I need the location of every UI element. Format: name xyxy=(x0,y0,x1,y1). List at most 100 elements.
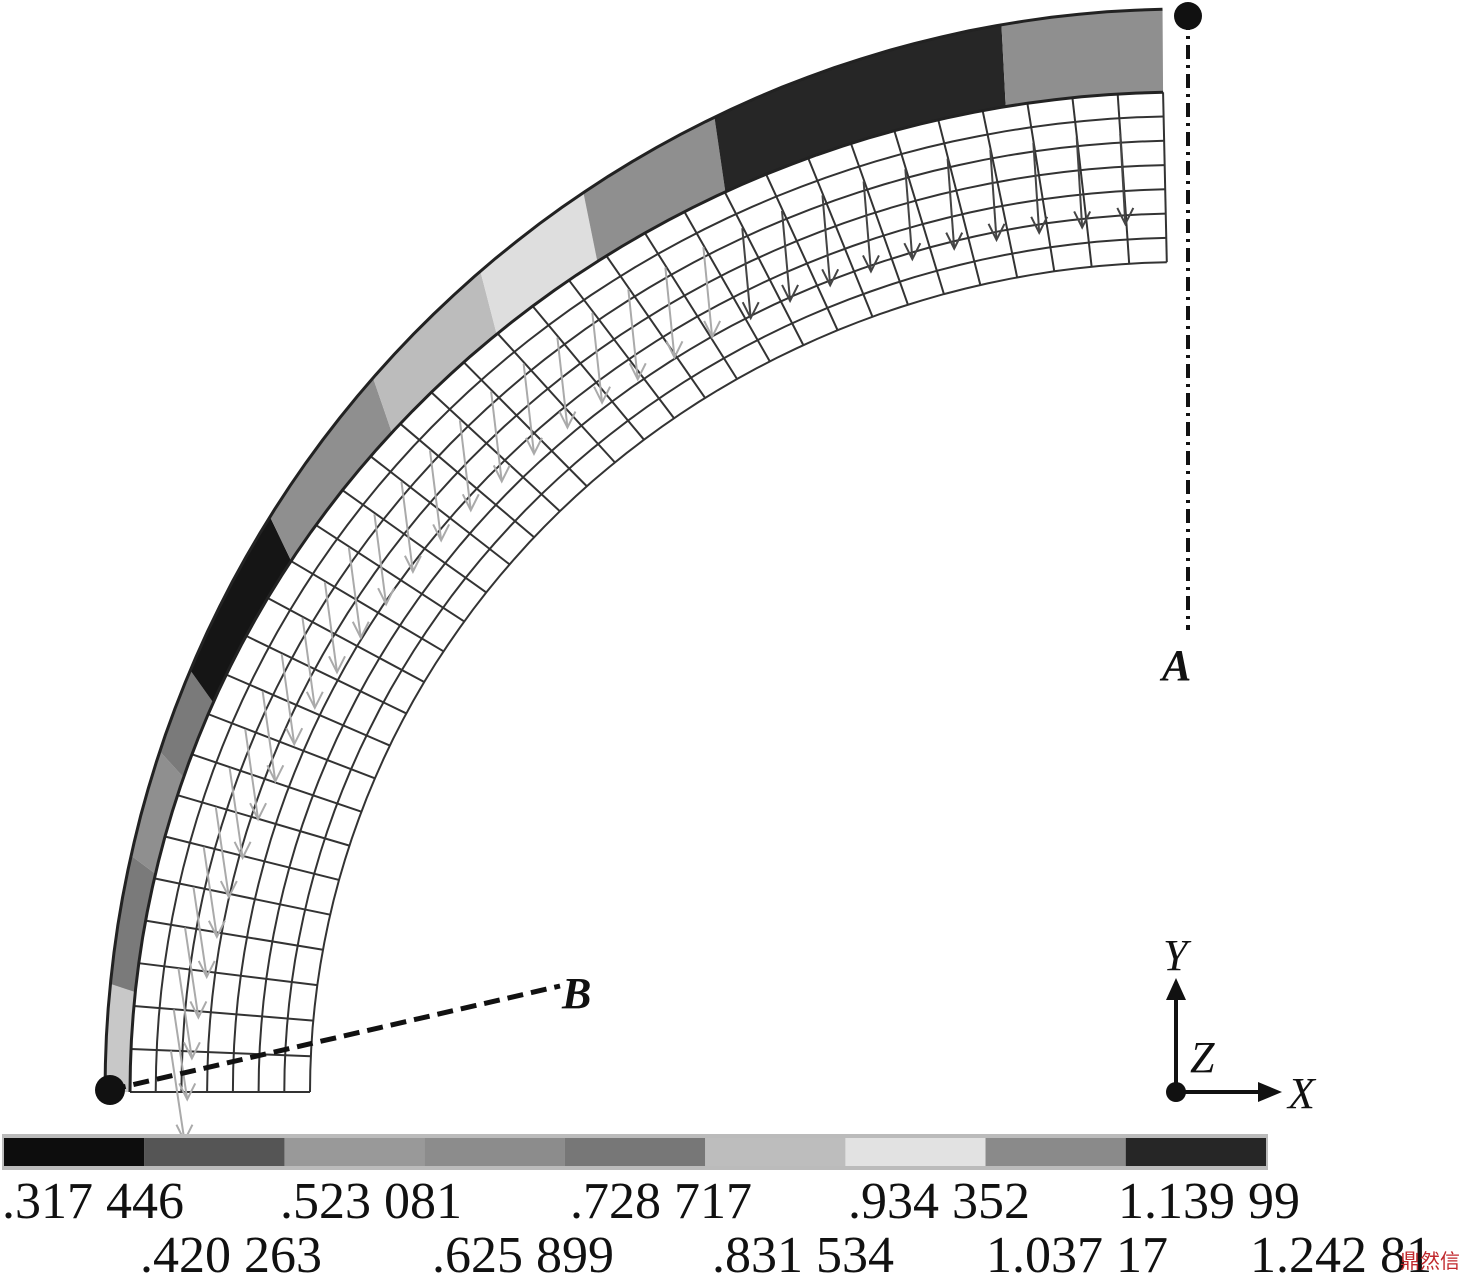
mesh-spoke-19 xyxy=(463,361,588,487)
z-axis-dot xyxy=(1166,1082,1186,1102)
legend-tick-top-4: .934 352 xyxy=(848,1173,1030,1230)
mesh-spoke-15 xyxy=(341,489,487,594)
axis-triad xyxy=(1166,978,1282,1102)
watermark-logo: 鼎然信 xyxy=(1400,1249,1460,1273)
section-line-b xyxy=(109,983,561,1093)
vector-arrowhead-26 xyxy=(741,301,760,321)
vector-arrow-22 xyxy=(591,312,604,403)
legend-tick-bottom-2: .625 899 xyxy=(432,1227,614,1284)
mesh-spoke-31 xyxy=(937,119,982,286)
legend-swatch-2 xyxy=(144,1138,285,1166)
vector-arrow-7 xyxy=(214,806,230,898)
vector-arrow-10 xyxy=(261,691,277,782)
section-lines xyxy=(95,2,1202,1105)
vector-arrowhead-24 xyxy=(665,340,684,360)
vector-arrowhead-8 xyxy=(233,841,252,861)
vector-arrowhead-28 xyxy=(821,268,840,288)
axis-label-z: Z xyxy=(1190,1033,1215,1082)
vector-arrow-17 xyxy=(428,450,443,541)
mesh-spoke-20 xyxy=(496,332,616,464)
vector-arrowhead-15 xyxy=(377,587,396,607)
vector-arrowhead-12 xyxy=(305,691,324,711)
vector-arrow-26 xyxy=(741,228,752,319)
legend-swatch-8 xyxy=(985,1138,1126,1166)
mesh-spoke-4 xyxy=(145,919,324,951)
vector-arrow-4 xyxy=(184,927,200,1018)
mesh-spoke-9 xyxy=(207,713,376,780)
contour-band xyxy=(103,7,1164,1093)
vector-arrow-3 xyxy=(177,968,193,1059)
vector-arrow-11 xyxy=(280,654,296,745)
legend-swatch-7 xyxy=(845,1138,986,1166)
legend-tick-bottom-3: .831 534 xyxy=(712,1227,894,1284)
vector-arrows xyxy=(169,133,1135,1143)
vector-arrow-18 xyxy=(458,420,472,511)
mesh-spoke-34 xyxy=(1071,97,1093,267)
mesh-spoke-27 xyxy=(765,173,839,331)
mesh-spoke-36 xyxy=(1162,92,1168,263)
contour-segment-1 xyxy=(105,983,136,1092)
mesh-spoke-16 xyxy=(369,455,511,566)
vector-arrow-9 xyxy=(244,729,260,820)
legend-tick-bottom-1: .420 263 xyxy=(140,1227,322,1284)
point-label-a: A xyxy=(1162,641,1192,690)
vector-arrowhead-23 xyxy=(628,362,647,382)
vector-arrow-29 xyxy=(862,181,872,272)
legend-tick-top-2: .523 081 xyxy=(280,1173,462,1230)
mesh-spoke-25 xyxy=(683,211,771,362)
mesh-spoke-28 xyxy=(807,157,874,318)
legend-tick-top-5: 1.139 99 xyxy=(1118,1173,1300,1230)
vector-arrow-1 xyxy=(169,1050,186,1141)
mesh-spoke-14 xyxy=(315,524,465,623)
vector-arrow-15 xyxy=(373,514,388,605)
mesh-spoke-32 xyxy=(981,110,1019,278)
mesh-spoke-12 xyxy=(267,597,425,683)
x-axis-arrowhead xyxy=(1258,1082,1282,1102)
contour-segment-9 xyxy=(583,117,726,262)
point-a-marker xyxy=(1174,2,1202,30)
vector-arrow-24 xyxy=(664,267,676,358)
vector-arrow-19 xyxy=(490,391,503,482)
mesh-spoke-21 xyxy=(531,305,645,441)
vector-arrowhead-9 xyxy=(249,802,267,822)
vector-arrowhead-10 xyxy=(266,764,285,784)
mesh-ring-0 xyxy=(129,91,1164,1093)
mesh-spoke-11 xyxy=(245,634,407,715)
contour-segment-8 xyxy=(480,192,598,335)
vector-arrow-6 xyxy=(202,846,218,937)
contour-segment-4 xyxy=(159,670,214,778)
contour-segment-7 xyxy=(373,271,497,433)
vector-arrowhead-6 xyxy=(207,920,226,939)
mesh-spoke-5 xyxy=(154,877,331,916)
contour-segment-11 xyxy=(1001,9,1164,107)
axis-label-y: Y xyxy=(1163,931,1188,980)
vector-arrow-21 xyxy=(556,337,569,428)
mesh-spoke-6 xyxy=(164,835,340,881)
vector-arrow-33 xyxy=(1032,142,1041,233)
mesh-spoke-7 xyxy=(177,794,350,847)
vector-arrow-8 xyxy=(228,767,244,858)
mesh-spoke-22 xyxy=(568,279,675,419)
vector-arrowhead-5 xyxy=(197,960,216,980)
vector-arrow-14 xyxy=(347,547,362,638)
mesh-spoke-18 xyxy=(430,391,561,512)
axis-label-x: X xyxy=(1288,1069,1315,1118)
vector-arrowhead-3 xyxy=(182,1041,201,1061)
vector-arrow-35 xyxy=(1119,133,1127,225)
mesh-spoke-10 xyxy=(225,673,391,747)
inner-boundary xyxy=(128,90,1164,1093)
mesh-spoke-2 xyxy=(133,1004,314,1022)
mesh-spoke-29 xyxy=(850,143,909,306)
vector-arrow-34 xyxy=(1075,137,1084,228)
vector-arrowhead-13 xyxy=(328,655,346,675)
vector-arrowhead-2 xyxy=(178,1082,197,1102)
vector-arrowhead-22 xyxy=(593,386,611,405)
contour-segment-10 xyxy=(714,24,1006,192)
mesh-ring-3 xyxy=(206,164,1165,1093)
vector-arrowhead-31 xyxy=(945,232,964,251)
vector-arrow-23 xyxy=(627,289,639,380)
mesh-spoke-1 xyxy=(130,1047,311,1058)
mesh-spoke-13 xyxy=(290,560,445,653)
vector-arrow-28 xyxy=(821,195,832,286)
